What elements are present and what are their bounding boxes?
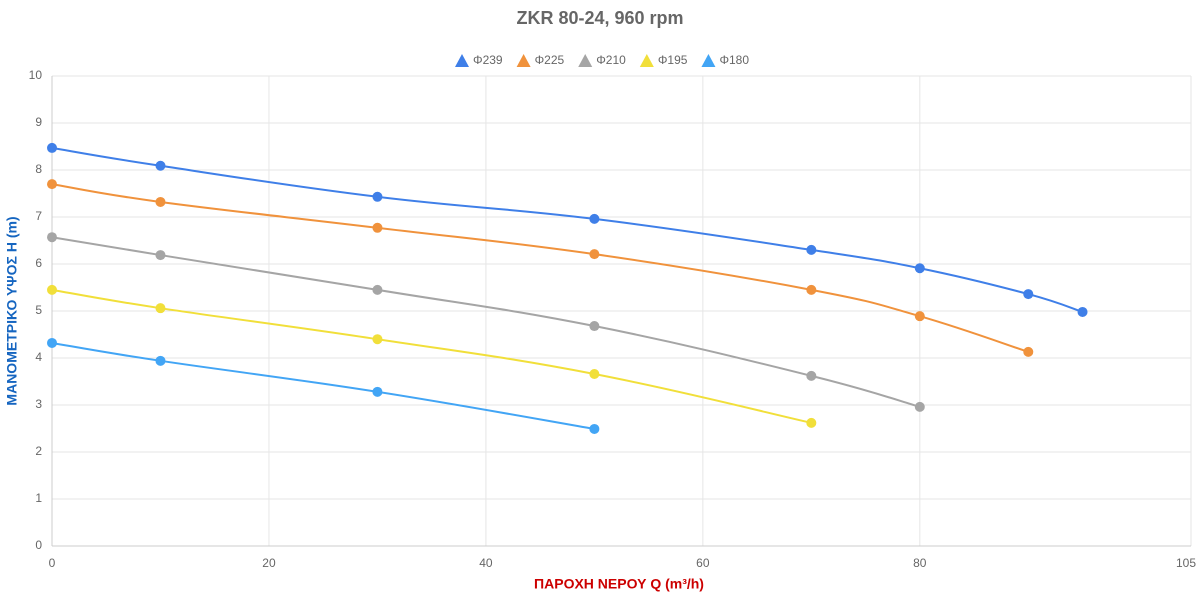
data-point <box>589 321 600 332</box>
data-point <box>155 196 166 207</box>
legend-marker <box>455 54 469 67</box>
x-tick-label: 80 <box>913 556 927 570</box>
y-tick-label: 5 <box>35 303 42 317</box>
legend-label: Φ225 <box>535 53 565 67</box>
data-point <box>47 284 57 295</box>
data-point <box>589 368 600 379</box>
data-point <box>806 417 817 428</box>
data-point <box>1023 289 1034 300</box>
data-point <box>914 263 925 274</box>
series-line <box>51 183 1029 353</box>
data-point <box>914 311 925 322</box>
legend-label: Φ239 <box>473 53 503 67</box>
legend-marker <box>639 54 654 67</box>
x-tick-label: 40 <box>479 556 493 570</box>
x-tick-label: 60 <box>696 556 710 570</box>
data-point <box>806 284 817 295</box>
x-tick-label: 0 <box>49 556 56 570</box>
y-tick-label: 2 <box>35 444 42 458</box>
y-tick-label: 6 <box>35 256 42 270</box>
y-tick-label: 8 <box>35 162 42 176</box>
data-point <box>47 232 57 243</box>
y-tick-label: 3 <box>35 397 42 411</box>
data-point <box>806 370 817 381</box>
y-tick-label: 0 <box>35 538 42 552</box>
y-axis-title: ΜΑΝΟΜΕΤΡΙΚΟ ΥΨΟΣ H (m) <box>4 216 20 405</box>
y-tick-label: 4 <box>35 350 42 364</box>
data-point <box>1023 346 1034 357</box>
data-point <box>155 160 166 171</box>
data-point <box>47 337 57 348</box>
legend-marker <box>578 54 593 67</box>
series-line <box>51 288 812 424</box>
y-tick-label: 1 <box>35 491 42 505</box>
x-tick-label: 105 <box>1176 556 1196 570</box>
x-tick-label: 20 <box>262 556 276 570</box>
chart-title: ZKR 80-24, 960 rpm <box>516 8 683 28</box>
data-point <box>589 423 600 434</box>
data-point <box>589 213 600 224</box>
series-line <box>51 146 1083 313</box>
data-point <box>372 222 383 233</box>
y-tick-label: 9 <box>35 115 42 129</box>
x-axis-title: ΠΑΡΟΧΗ ΝΕΡΟΥ Q (m³/h) <box>534 576 704 592</box>
data-point <box>47 179 57 190</box>
series-line <box>51 341 595 430</box>
data-point <box>1077 306 1088 317</box>
legend-marker <box>701 54 716 67</box>
data-point <box>806 244 817 255</box>
data-point <box>372 334 383 345</box>
data-point <box>155 355 166 366</box>
y-tick-label: 10 <box>29 68 43 82</box>
data-point <box>155 250 166 261</box>
legend-label: Φ210 <box>596 53 626 67</box>
data-point <box>47 142 57 153</box>
y-tick-label: 7 <box>35 209 42 223</box>
data-point <box>914 401 925 412</box>
legend-label: Φ195 <box>658 53 688 67</box>
legend-marker <box>516 54 531 67</box>
data-point <box>589 249 600 260</box>
data-point <box>155 303 166 314</box>
data-point <box>372 284 383 295</box>
data-point <box>372 386 383 397</box>
legend-label: Φ180 <box>719 53 749 67</box>
data-point <box>372 191 383 202</box>
